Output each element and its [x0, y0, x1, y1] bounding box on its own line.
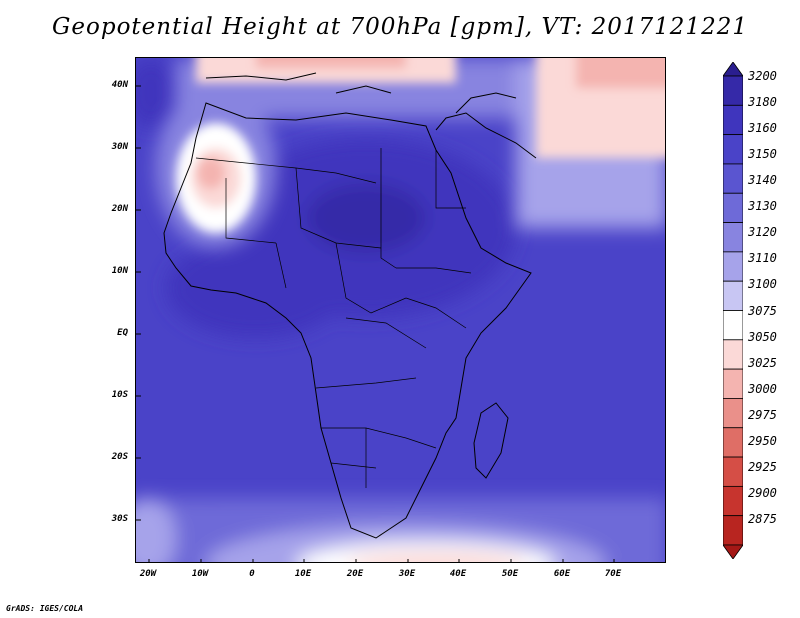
- colorbar-level-label: 3120: [748, 225, 777, 240]
- colorbar-swatch: [723, 310, 743, 341]
- colorbar-bottom-arrow: [723, 544, 743, 559]
- lon-label-40e: 40E: [449, 569, 467, 579]
- colorbar-swatch: [723, 163, 743, 194]
- lon-ticks: [148, 559, 615, 562]
- colorbar-swatch: [723, 104, 743, 136]
- height-field: [136, 58, 665, 562]
- colorbar-level-label: 3160: [748, 121, 777, 136]
- lat-ticks: [136, 85, 141, 521]
- lon-label-60e: 60E: [553, 569, 571, 579]
- colorbar-level-label: 3110: [748, 251, 777, 266]
- colorbar-level-label: 3140: [748, 173, 777, 188]
- lat-label-20s: 20S: [111, 452, 128, 462]
- lat-label-eq: EQ: [117, 328, 128, 338]
- colorbar-swatch: [723, 398, 743, 429]
- lat-label-40n: 40N: [111, 80, 128, 90]
- lon-label-10w: 10W: [191, 569, 209, 579]
- colorbar-swatch: [723, 192, 743, 223]
- country-borders: [195, 148, 472, 488]
- colorbar-swatch: [723, 280, 743, 311]
- colorbar-level-label: 3100: [748, 277, 777, 292]
- colorbar-swatch: [723, 427, 743, 458]
- lat-label-30s: 30S: [111, 514, 128, 524]
- colorbar-swatch: [723, 222, 743, 253]
- height-low-north: [176, 58, 665, 233]
- lon-label-30e: 30E: [398, 569, 416, 579]
- lon-label-50e: 50E: [501, 569, 519, 579]
- colorbar-top-arrow: [723, 62, 743, 77]
- colorbar-level-label: 2900: [748, 485, 777, 500]
- height-low-south: [136, 498, 665, 562]
- colorbar-level-label: 2875: [748, 511, 777, 526]
- lat-label-30n: 30N: [111, 142, 128, 152]
- colorbar-swatch: [723, 75, 743, 106]
- lon-label-10e: 10E: [294, 569, 312, 579]
- height-high-area: [136, 58, 516, 558]
- lat-label-20n: 20N: [111, 204, 128, 214]
- coastlines: [163, 72, 537, 539]
- colorbar-level-label: 3150: [748, 147, 777, 162]
- colorbar-swatch: [723, 456, 743, 487]
- colorbar-level-label: 3200: [748, 69, 777, 83]
- colorbar-level-label: 2925: [748, 459, 777, 474]
- colorbar-level-label: 3000: [748, 381, 777, 396]
- colorbar-swatch: [723, 339, 743, 370]
- colorbar-swatch: [723, 251, 743, 282]
- colorbar-swatch: [723, 134, 743, 165]
- colorbar-swatch: [723, 485, 743, 517]
- lon-label-0: 0: [249, 569, 255, 579]
- colorbar-level-label: 3050: [748, 329, 777, 344]
- colorbar-swatch: [723, 515, 743, 546]
- lon-label-70e: 70E: [604, 569, 622, 579]
- lat-label-10s: 10S: [111, 390, 128, 400]
- colorbar-level-label: 2975: [748, 407, 777, 422]
- chart-title: Geopotential Height at 700hPa [gpm], VT:…: [52, 14, 748, 40]
- colorbar-level-label: 3130: [748, 199, 777, 214]
- colorbar-level-label: 2950: [748, 433, 777, 448]
- colorbar-swatch: [723, 368, 743, 399]
- colorbar-level-label: 3025: [748, 355, 777, 370]
- colorbar-level-label: 3075: [748, 303, 777, 318]
- lon-label-20e: 20E: [346, 569, 364, 579]
- lon-label-20w: 20W: [139, 569, 157, 579]
- colorbar-level-label: 3180: [748, 95, 777, 110]
- grads-credit: GrADS: IGES/COLA: [6, 604, 84, 613]
- map-panel[interactable]: [135, 57, 666, 563]
- lat-label-10n: 10N: [111, 266, 128, 276]
- colorbar: [723, 62, 743, 559]
